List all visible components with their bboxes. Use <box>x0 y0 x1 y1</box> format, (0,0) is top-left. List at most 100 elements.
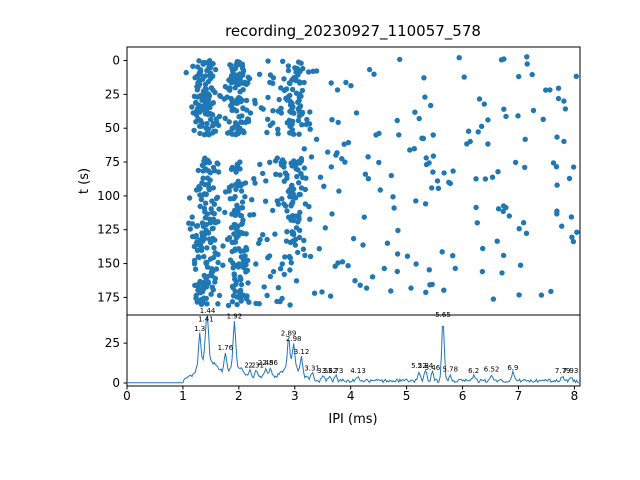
scatter-point <box>288 203 294 209</box>
y-tick-label: 125 <box>97 223 120 237</box>
scatter-point <box>329 211 335 217</box>
scatter-point <box>204 301 210 307</box>
peak-label: 1.92 <box>227 312 243 320</box>
scatter-point <box>313 136 320 142</box>
scatter-point <box>238 119 244 125</box>
scatter-point <box>232 222 238 228</box>
scatter-point <box>215 259 221 266</box>
scatter-point <box>429 185 435 191</box>
scatter-point <box>203 125 209 131</box>
scatter-point <box>208 272 214 278</box>
scatter-point <box>489 174 496 180</box>
scatter-point <box>243 231 249 237</box>
scatter-point <box>212 128 219 134</box>
scatter-point <box>242 79 248 86</box>
scatter-point <box>245 257 251 264</box>
scatter-point <box>251 176 257 182</box>
scatter-point <box>231 271 237 277</box>
scatter-point <box>288 260 294 266</box>
scatter-point <box>252 180 258 186</box>
scatter-point <box>212 237 218 243</box>
x-tick-label: 6 <box>459 389 467 403</box>
scatter-point <box>267 159 273 165</box>
peak-label: 3.5 <box>317 367 328 375</box>
scatter-point <box>265 116 271 123</box>
y-tick-label: 0 <box>112 376 120 390</box>
scatter-point <box>212 275 218 282</box>
scatter-point <box>275 126 281 132</box>
scatter-point <box>228 225 235 231</box>
x-tick-label: 4 <box>347 389 355 403</box>
scatter-point <box>568 214 575 220</box>
scatter-point <box>345 263 351 269</box>
scatter-point <box>209 198 215 204</box>
scatter-point <box>307 109 313 115</box>
scatter-point <box>204 245 210 251</box>
scatter-point <box>272 158 279 164</box>
scatter-point <box>288 217 294 223</box>
scatter-point <box>289 182 295 188</box>
scatter-point <box>407 147 413 153</box>
scatter-point <box>198 196 205 203</box>
scatter-point <box>485 141 491 147</box>
scatter-point <box>500 252 507 259</box>
scatter-point <box>394 251 401 257</box>
scatter-point <box>301 237 307 244</box>
scatter-point <box>203 86 209 92</box>
scatter-point <box>289 213 296 219</box>
scatter-point <box>285 63 292 69</box>
scatter-point <box>476 96 483 102</box>
scatter-point <box>192 75 198 81</box>
scatter-point <box>423 155 429 161</box>
scatter-point <box>464 141 470 147</box>
scatter-point <box>186 220 192 226</box>
scatter-point <box>353 110 360 116</box>
scatter-point <box>299 87 306 94</box>
scatter-point <box>313 68 320 74</box>
scatter-point <box>211 211 217 217</box>
scatter-point <box>253 261 259 267</box>
scatter-point <box>245 116 252 123</box>
scatter-point <box>232 239 239 245</box>
scatter-point <box>243 97 250 104</box>
scatter-point <box>574 229 580 235</box>
scatter-point <box>234 162 241 168</box>
peak-label: 6.9 <box>507 364 518 372</box>
scatter-point <box>232 288 238 295</box>
scatter-point <box>381 265 387 272</box>
scatter-point <box>428 102 434 109</box>
peak-label: 2.31 <box>248 362 264 370</box>
scatter-point <box>196 58 202 64</box>
scatter-point <box>517 262 524 268</box>
scatter-point <box>229 299 236 305</box>
scatter-point <box>261 284 267 290</box>
scatter-point <box>197 77 203 84</box>
scatter-point <box>446 179 452 185</box>
scatter-point <box>232 212 238 218</box>
scatter-point <box>413 261 419 267</box>
scatter-point <box>434 178 441 184</box>
scatter-point <box>201 158 207 164</box>
scatter-point <box>408 285 414 291</box>
scatter-point <box>275 285 282 291</box>
scatter-point <box>210 216 217 222</box>
scatter-point <box>296 131 302 137</box>
scatter-point <box>394 117 400 124</box>
scatter-point <box>193 295 199 301</box>
scatter-point <box>197 192 203 198</box>
scatter-point <box>450 168 456 174</box>
x-axis-label: IPI (ms) <box>328 412 377 427</box>
scatter-point <box>279 295 285 302</box>
scatter-point <box>373 132 379 138</box>
scatter-point <box>210 122 217 128</box>
scatter-point <box>334 87 341 93</box>
scatter-point <box>197 72 204 78</box>
scatter-point <box>200 223 207 229</box>
scatter-point <box>291 74 297 81</box>
scatter-point <box>293 90 300 96</box>
scatter-point <box>495 206 502 212</box>
scatter-point <box>245 280 251 286</box>
scatter-point <box>204 129 211 136</box>
scatter-point <box>394 268 400 275</box>
scatter-point <box>232 79 239 86</box>
